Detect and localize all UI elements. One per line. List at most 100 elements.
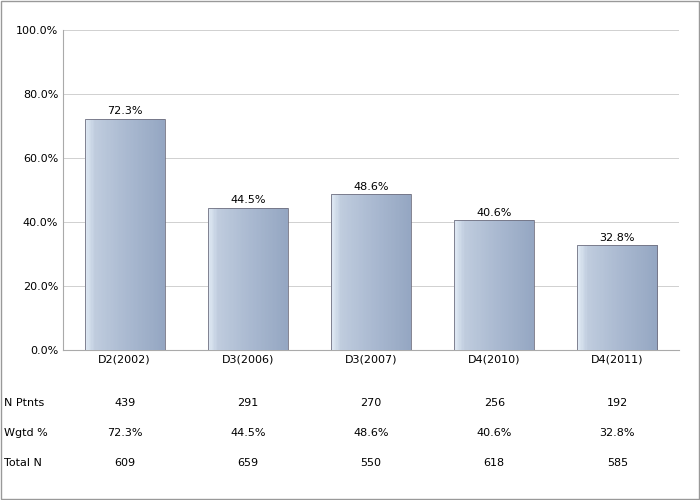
Bar (405, 194, 406, 350)
Bar (276, 208, 277, 350)
Bar (390, 194, 391, 350)
Bar (610, 245, 612, 350)
Bar (261, 208, 262, 350)
Bar (340, 194, 342, 350)
Bar (622, 245, 623, 350)
Bar (613, 245, 615, 350)
Bar (521, 220, 522, 350)
Bar (364, 194, 366, 350)
Bar (331, 194, 332, 350)
Bar (653, 245, 655, 350)
Bar (223, 208, 224, 350)
Bar (407, 194, 409, 350)
Bar (214, 208, 216, 350)
Bar (512, 220, 513, 350)
Bar (374, 194, 375, 350)
Bar (273, 208, 274, 350)
Bar (111, 118, 113, 350)
Bar (377, 194, 378, 350)
Bar (241, 208, 243, 350)
Bar (332, 194, 334, 350)
Text: 44.5%: 44.5% (230, 428, 265, 438)
Bar (228, 208, 229, 350)
Bar (530, 220, 532, 350)
Bar (284, 208, 286, 350)
Bar (645, 245, 647, 350)
Bar (503, 220, 505, 350)
Bar (110, 118, 111, 350)
Bar (489, 220, 490, 350)
Bar (656, 245, 657, 350)
Bar (635, 245, 636, 350)
Text: 439: 439 (114, 398, 135, 407)
Bar (270, 208, 271, 350)
Bar (371, 194, 372, 350)
Bar (94, 118, 95, 350)
Bar (355, 194, 356, 350)
Bar (367, 194, 368, 350)
Bar (375, 194, 377, 350)
Bar (626, 245, 628, 350)
Bar (469, 220, 470, 350)
Bar (89, 118, 90, 350)
Bar (331, 194, 411, 350)
Bar (651, 245, 652, 350)
Bar (127, 118, 129, 350)
Text: 40.6%: 40.6% (477, 428, 512, 438)
Bar (260, 208, 261, 350)
Bar (393, 194, 394, 350)
Bar (97, 118, 98, 350)
Bar (272, 208, 273, 350)
Bar (262, 208, 264, 350)
Bar (597, 245, 598, 350)
Bar (135, 118, 136, 350)
Bar (153, 118, 154, 350)
Bar (654, 245, 656, 350)
Bar (594, 245, 595, 350)
Bar (456, 220, 457, 350)
Bar (528, 220, 529, 350)
Bar (462, 220, 463, 350)
Bar (220, 208, 221, 350)
Bar (610, 245, 611, 350)
Bar (208, 208, 209, 350)
Bar (117, 118, 118, 350)
Text: 48.6%: 48.6% (354, 182, 388, 192)
Bar (506, 220, 507, 350)
Bar (580, 245, 582, 350)
Bar (283, 208, 284, 350)
Bar (459, 220, 461, 350)
Bar (218, 208, 220, 350)
Bar (116, 118, 117, 350)
Bar (358, 194, 359, 350)
Bar (604, 245, 606, 350)
Bar (454, 220, 534, 350)
Bar (620, 245, 622, 350)
Bar (352, 194, 354, 350)
Bar (258, 208, 260, 350)
Bar (85, 118, 86, 350)
Bar (625, 245, 627, 350)
Bar (126, 118, 127, 350)
Bar (343, 194, 344, 350)
Bar (267, 208, 268, 350)
Bar (474, 220, 475, 350)
Bar (160, 118, 161, 350)
Bar (486, 220, 488, 350)
Bar (270, 208, 272, 350)
Bar (106, 118, 107, 350)
Text: 256: 256 (484, 398, 505, 407)
Bar (496, 220, 497, 350)
Bar (379, 194, 381, 350)
Bar (475, 220, 477, 350)
Bar (380, 194, 382, 350)
Text: Total N: Total N (4, 458, 41, 468)
Bar (623, 245, 624, 350)
Bar (216, 208, 217, 350)
Bar (359, 194, 360, 350)
Bar (505, 220, 506, 350)
Bar (615, 245, 616, 350)
Bar (363, 194, 365, 350)
Bar (118, 118, 120, 350)
Bar (86, 118, 88, 350)
